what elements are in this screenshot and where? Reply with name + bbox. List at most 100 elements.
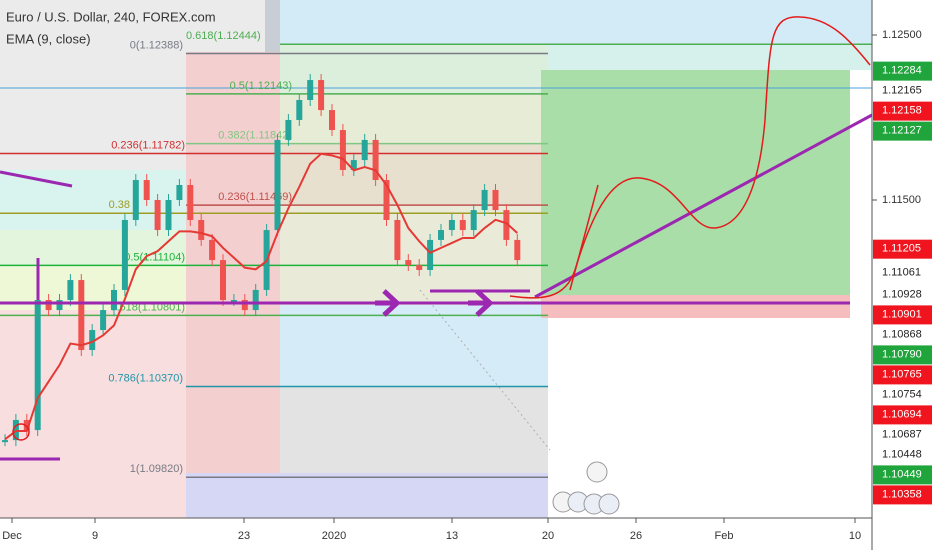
candle (187, 184, 194, 220)
price-tag (873, 239, 932, 259)
fib-label: 0.5(1.12143) (230, 80, 292, 92)
candle (318, 80, 325, 111)
fib-label: 0.5(1.11104) (124, 251, 185, 263)
candle (274, 139, 281, 231)
price-tag (873, 121, 932, 141)
candle (416, 265, 423, 270)
price-tag-label: 1.12158 (882, 105, 922, 117)
price-tag (873, 285, 932, 305)
candle (209, 239, 216, 261)
candle (438, 230, 444, 240)
ema-line (4, 152, 518, 441)
fib-label: 0.618(1.12444) (186, 30, 261, 42)
candle (339, 130, 346, 170)
candle (459, 219, 466, 231)
fib-label: 1(1.09820) (130, 463, 183, 475)
candle (198, 219, 205, 240)
price-tag-label: 1.10448 (882, 448, 922, 460)
x-tick-label: 13 (446, 530, 458, 542)
price-tag (873, 465, 932, 485)
candle (383, 180, 390, 220)
candle (481, 189, 488, 211)
candle (176, 184, 183, 201)
fib-label: 0.786(1.10370) (108, 372, 183, 384)
price-tag-label: 1.12165 (882, 85, 922, 97)
candle (296, 100, 303, 120)
candle (45, 300, 52, 311)
price-tag-label: 1.10449 (882, 468, 922, 480)
price-tag-label: 1.12127 (882, 125, 922, 137)
price-tag-label: 1.10687 (882, 428, 922, 440)
price-tag-label: 1.10901 (882, 308, 922, 320)
drawings (0, 16, 873, 515)
candle (252, 289, 259, 311)
fib-label: 0.38 (109, 199, 130, 211)
price-tag-label: 1.10765 (882, 368, 922, 380)
candle (154, 200, 161, 231)
candle (121, 219, 128, 290)
candle (448, 219, 455, 231)
candle (427, 239, 434, 270)
price-tag (873, 325, 932, 345)
fib-label: 0.236(1.11469) (218, 191, 292, 203)
candle (23, 419, 30, 431)
candle (503, 210, 510, 240)
x-tick-label: Dec (2, 530, 22, 542)
candle (372, 139, 379, 181)
fib-levels: 0(1.12388)0.618(1.12444) 0.5(1.12143) 0.38… (0, 30, 872, 478)
candle (220, 260, 226, 301)
candle (111, 289, 117, 311)
fib-label: 0.382(1.11842) (218, 129, 292, 141)
price-tag-label: 1.10868 (882, 328, 922, 340)
candle (405, 260, 412, 266)
price-tag (873, 61, 932, 81)
candle (132, 180, 139, 220)
y-tick-label: 1.11500 (882, 194, 921, 206)
candle (394, 219, 401, 261)
axes: 1.12500 1.11500 1.12284 1.12165 1.12158 1.121… (2, 29, 932, 542)
price-tag (873, 345, 932, 365)
candle (329, 110, 335, 131)
x-tick-label: 23 (238, 530, 250, 542)
price-tag-label: 1.11205 (882, 243, 921, 255)
price-tag (873, 485, 932, 505)
candle (34, 300, 41, 431)
price-tag (873, 405, 932, 425)
candle (492, 189, 499, 211)
x-tick-label: 10 (849, 530, 861, 542)
chart-title: Euro / U.S. Dollar, 240, FOREX.com (6, 9, 216, 24)
price-tag (873, 365, 932, 385)
price-tag (873, 101, 932, 121)
price-tag-label: 1.11061 (882, 266, 921, 278)
x-tick-label: 9 (92, 530, 98, 542)
x-tick-label: Feb (715, 530, 734, 542)
price-tag (873, 445, 932, 465)
candle (307, 80, 314, 101)
x-tick-label: 2020 (322, 530, 346, 542)
candle (67, 280, 74, 301)
candles (2, 74, 521, 447)
price-tag-label: 1.10754 (882, 388, 922, 400)
price-tag (873, 263, 932, 283)
candle (165, 200, 172, 231)
candle (78, 280, 85, 351)
price-tag-label: 1.10694 (882, 408, 922, 420)
price-tag (873, 385, 932, 405)
candle (514, 239, 521, 261)
price-tag (873, 305, 932, 325)
candle (143, 180, 150, 201)
y-tick-label: 1.12500 (882, 29, 922, 41)
candle (470, 210, 477, 231)
fib-label: 0.236(1.11782) (111, 139, 185, 151)
price-tag-label: 1.12284 (882, 65, 922, 77)
candle (230, 300, 237, 303)
candle (89, 330, 96, 351)
candle (56, 300, 63, 311)
price-tag (873, 425, 932, 445)
price-tag-label: 1.10358 (882, 488, 922, 500)
candle (100, 310, 107, 331)
candle (361, 139, 368, 161)
candle (285, 119, 292, 140)
fib-label: 0(1.12388) (130, 39, 183, 51)
